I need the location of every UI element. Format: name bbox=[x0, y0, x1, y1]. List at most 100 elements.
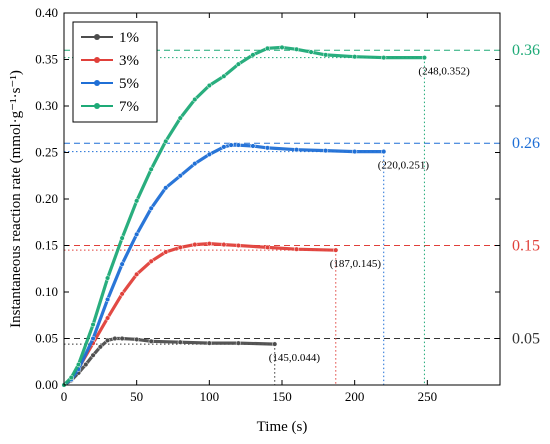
y-axis-title: Instantaneous reaction rate (mmol·g⁻¹·s⁻… bbox=[8, 70, 24, 328]
series-1-point bbox=[206, 241, 212, 247]
series-3-point bbox=[323, 52, 329, 58]
series-2-point bbox=[105, 296, 111, 302]
series-0-point bbox=[134, 336, 140, 342]
series-2-point bbox=[192, 161, 198, 167]
series-3-point bbox=[250, 52, 256, 58]
legend-label-1: 3% bbox=[119, 53, 139, 69]
x-tick-label: 50 bbox=[130, 389, 143, 404]
legend-marker-2 bbox=[94, 80, 100, 86]
x-axis-title: Time (s) bbox=[257, 419, 308, 435]
series-3-point bbox=[105, 275, 111, 281]
series-3-point bbox=[221, 73, 227, 79]
series-3-point bbox=[68, 375, 74, 381]
series-1-point bbox=[221, 242, 227, 248]
series-3-point bbox=[352, 54, 358, 60]
series-2-point bbox=[228, 142, 234, 148]
series-3-point bbox=[421, 55, 427, 61]
series-3-point bbox=[148, 166, 154, 172]
series-3-point bbox=[381, 55, 387, 61]
y-tick-label: 0.25 bbox=[35, 145, 58, 160]
series-3-point bbox=[134, 198, 140, 204]
series-2-point bbox=[90, 335, 96, 342]
y-tick-label: 0.35 bbox=[35, 52, 58, 67]
plot-layer bbox=[61, 44, 500, 388]
annotation-label-3: (248,0.352) bbox=[418, 66, 470, 78]
series-1-point bbox=[119, 291, 125, 297]
annotation-label-2: (220,0.251) bbox=[378, 160, 430, 172]
series-0-point bbox=[206, 340, 212, 346]
series-2-point bbox=[148, 205, 154, 211]
x-tick-label: 150 bbox=[272, 389, 292, 404]
series-3-point bbox=[75, 361, 82, 368]
series-0-point bbox=[105, 337, 111, 343]
legend-marker-1 bbox=[94, 57, 100, 63]
series-2-point bbox=[250, 143, 256, 149]
series-2-point bbox=[235, 142, 241, 148]
series-3-point bbox=[293, 46, 300, 52]
legend-marker-0 bbox=[94, 34, 100, 40]
y-tick-label: 0.05 bbox=[35, 331, 58, 346]
series-2-point bbox=[134, 231, 140, 237]
annotation-label-0: (145,0.044) bbox=[269, 352, 321, 364]
y-tick-label: 0.00 bbox=[35, 377, 58, 392]
series-2-point bbox=[381, 149, 387, 155]
series-3-point bbox=[264, 45, 271, 51]
series-2-point bbox=[352, 149, 358, 155]
series-3-point bbox=[192, 96, 198, 103]
legend-label-0: 1% bbox=[119, 30, 139, 46]
max-line-label-0: 0.05 bbox=[512, 331, 540, 348]
series-1-point bbox=[148, 258, 154, 264]
max-line-label-3: 0.36 bbox=[512, 42, 540, 59]
series-0-point bbox=[119, 335, 125, 342]
series-3-point bbox=[177, 115, 183, 121]
y-tick-label: 0.10 bbox=[35, 284, 58, 299]
series-3-point bbox=[308, 49, 314, 55]
x-tick-label: 0 bbox=[61, 389, 68, 404]
series-0-point bbox=[112, 335, 118, 342]
series-1-point bbox=[134, 271, 140, 277]
series-3-point bbox=[90, 322, 96, 328]
series-2-point bbox=[119, 261, 125, 267]
series-2-point bbox=[264, 145, 271, 151]
series-0-point bbox=[272, 341, 278, 347]
legend-marker-3 bbox=[94, 103, 100, 109]
legend-label-3: 7% bbox=[119, 99, 139, 115]
series-3-point bbox=[163, 138, 169, 144]
series-0-point bbox=[148, 338, 154, 344]
series-1-point bbox=[293, 246, 300, 252]
series-2-point bbox=[206, 151, 212, 157]
series-2-point bbox=[163, 185, 169, 191]
y-tick-label: 0.20 bbox=[35, 191, 58, 206]
x-tick-label: 250 bbox=[418, 389, 438, 404]
series-1-point bbox=[192, 242, 198, 248]
x-tick-label: 100 bbox=[200, 389, 220, 404]
series-3-point bbox=[279, 44, 285, 50]
series-0-point bbox=[90, 352, 96, 358]
series-3-point bbox=[235, 61, 241, 67]
series-1-point bbox=[105, 315, 111, 321]
series-1-point bbox=[163, 249, 169, 255]
legend-label-2: 5% bbox=[119, 76, 139, 92]
series-line-0 bbox=[62, 336, 277, 387]
legend: 1% 3% 5% 7% bbox=[72, 21, 158, 123]
y-tick-label: 0.30 bbox=[35, 98, 58, 113]
series-3-point bbox=[206, 82, 212, 89]
series-2-point bbox=[323, 148, 329, 154]
series-0-point bbox=[177, 339, 183, 345]
series-1-point bbox=[177, 244, 183, 250]
max-line-label-2: 0.26 bbox=[512, 135, 540, 152]
series-0-point bbox=[235, 340, 241, 346]
series-1-point bbox=[235, 242, 241, 249]
axis-layer: 0.05 0.15 0.26 0.36 (145,0.044) (187,0.145) (2… bbox=[35, 5, 540, 404]
series-2-point bbox=[177, 173, 183, 179]
y-tick-label: 0.15 bbox=[35, 238, 58, 253]
max-line-label-1: 0.15 bbox=[512, 238, 540, 255]
series-3-point bbox=[119, 235, 125, 241]
series-2-point bbox=[293, 147, 300, 153]
annotation-label-1: (187,0.145) bbox=[330, 258, 382, 270]
series-1-point bbox=[264, 244, 271, 250]
series-0-point bbox=[83, 361, 89, 368]
series-1-point bbox=[333, 247, 339, 253]
series-0-point bbox=[97, 344, 103, 350]
